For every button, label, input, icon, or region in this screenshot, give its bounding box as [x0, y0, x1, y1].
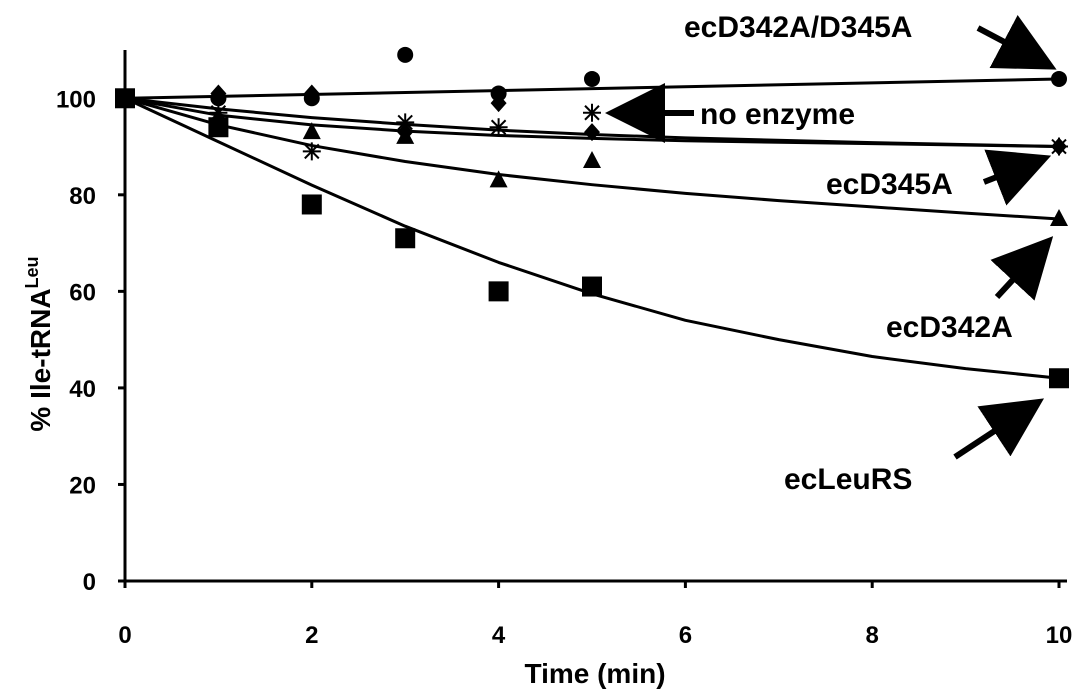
y-axis-title: % Ile-tRNALeu [22, 256, 56, 431]
data-point-ecleurs [582, 276, 602, 297]
y-tick-label: 100 [56, 86, 96, 113]
x-tick-label: 8 [866, 622, 879, 649]
annotation-arrow-ecd345a [982, 149, 1052, 206]
annotation-label-ecd345a: ecD345A [826, 168, 953, 201]
annotation-label-no-enzyme: no enzyme [700, 98, 855, 131]
data-point-ecleurs [301, 194, 322, 215]
data-point-ecd342a [302, 122, 321, 140]
x-tick-label: 10 [1046, 622, 1073, 649]
data-point-ecd342a [1050, 208, 1068, 226]
data-point-ecd342a [396, 126, 415, 144]
data-point-no-enzyme [583, 103, 601, 122]
y-tick-label: 20 [69, 472, 96, 499]
x-tick-label: 2 [305, 622, 318, 649]
data-point-ecd342a-d345a [397, 46, 414, 63]
data-point-ecleurs [115, 88, 135, 109]
annotation-label-ecd342a: ecD342A [886, 311, 1013, 344]
data-point-ecd342a-d345a [1051, 70, 1067, 87]
fit-line-ecd342a-d345a [124, 77, 1060, 100]
data-point-ecd342a [583, 151, 601, 169]
axes [123, 50, 1067, 583]
y-tick-label: 0 [83, 569, 96, 596]
data-point-ecleurs [1049, 368, 1069, 389]
data-point-ecd342a-d345a [490, 85, 507, 102]
markers [115, 46, 1069, 389]
data-point-ecd345a [1051, 137, 1067, 156]
y-tick-label: 60 [69, 279, 96, 306]
data-point-ecd345a [303, 84, 320, 103]
y-ticks: 0 20 40 60 80 100 [56, 86, 125, 596]
y-tick-label: 40 [69, 376, 96, 403]
data-point-ecd345a [490, 94, 507, 113]
y-axis-title-superscript: Leu [22, 256, 42, 288]
data-point-no-enzyme [302, 142, 321, 161]
data-point-ecd342a [489, 170, 508, 188]
annotation-arrow-ecleurs [953, 398, 1045, 460]
data-point-no-enzyme [489, 118, 508, 137]
annotation-label-ecd342a-d345a: ecD342A/D345A [684, 11, 912, 44]
fit-line-ecd342a [124, 96, 1060, 221]
y-tick-label: 80 [69, 183, 96, 210]
data-point-ecleurs [488, 281, 509, 302]
annotations: ecD342A/D345A no enzyme ecD345A ecD342A … [605, 11, 1057, 496]
y-axis-title-main: % Ile-tRNA [25, 288, 56, 431]
annotation-arrow-ecd342a-d345a [976, 15, 1057, 70]
x-tick-label: 0 [118, 622, 131, 649]
data-point-ecleurs [395, 228, 416, 249]
annotation-label-ecleurs: ecLeuRS [784, 463, 912, 496]
data-point-ecd345a [584, 123, 600, 142]
x-ticks: 0 2 4 6 8 10 [118, 581, 1072, 649]
fit-line-ecleurs [124, 96, 1060, 380]
x-tick-label: 6 [679, 622, 692, 649]
data-point-ecd342a-d345a [584, 70, 600, 87]
x-tick-label: 4 [492, 622, 506, 649]
annotation-arrow-ecd342a [990, 236, 1054, 301]
data-point-ecd345a [210, 84, 227, 103]
x-axis-title: Time (min) [524, 658, 665, 689]
data-point-ecleurs [208, 117, 229, 138]
